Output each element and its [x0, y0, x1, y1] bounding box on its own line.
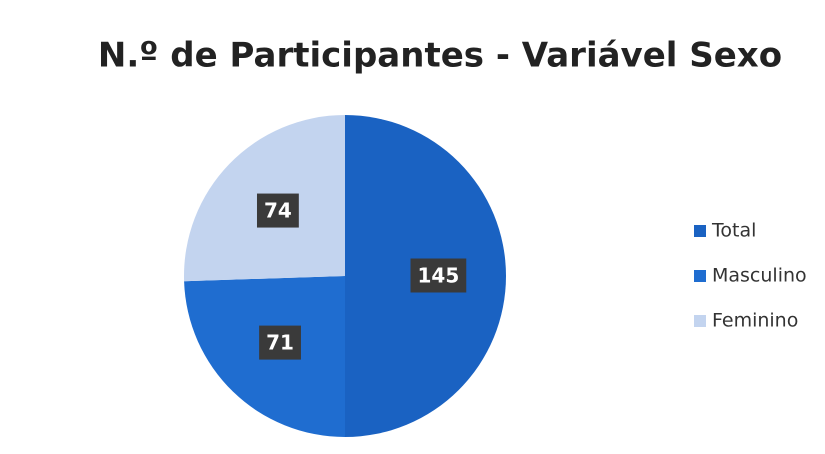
data-label: 71 [266, 331, 294, 355]
legend-label: Masculino [712, 265, 807, 287]
legend-label: Total [711, 220, 756, 242]
data-label-box [410, 258, 467, 293]
legend-swatch [694, 270, 706, 282]
legend-swatch [694, 225, 706, 237]
data-label-box [259, 325, 301, 360]
chart-title: N.º de Participantes - Variável Sexo [98, 36, 782, 76]
data-label: 145 [418, 264, 460, 288]
data-label: 74 [264, 199, 292, 223]
legend-label: Feminino [712, 310, 798, 332]
legend-swatch [694, 315, 706, 327]
data-label-box [256, 193, 299, 228]
